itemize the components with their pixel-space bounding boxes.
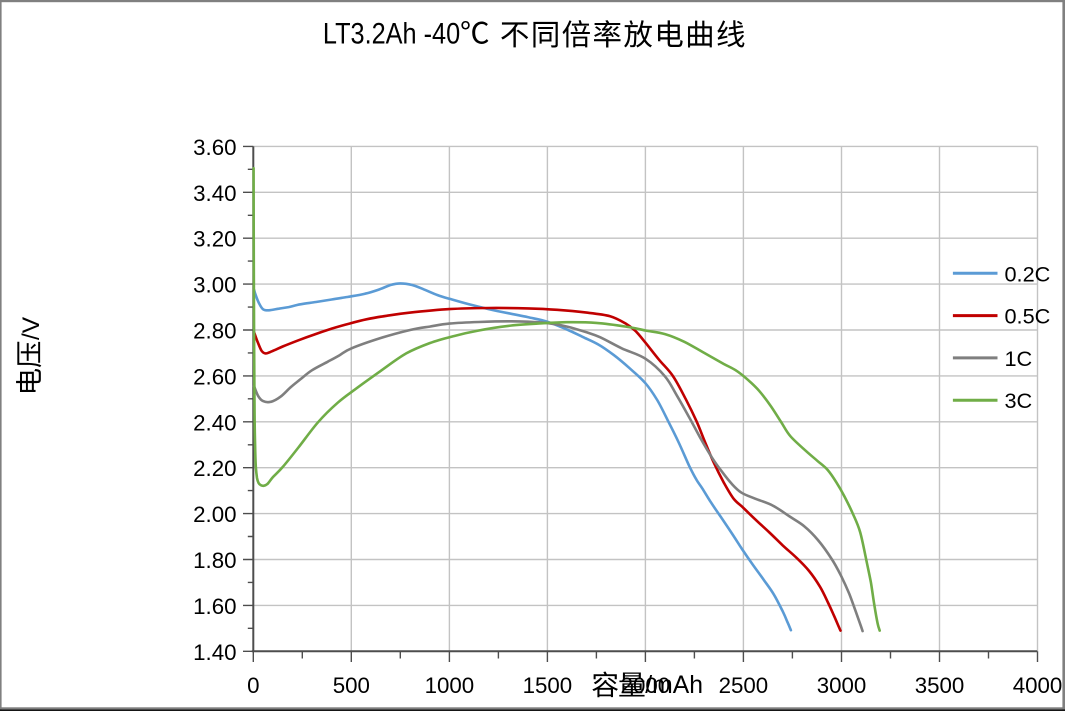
svg-text:/mAh: /mAh xyxy=(645,672,703,699)
svg-text:2000: 2000 xyxy=(621,673,671,698)
svg-text:3.60: 3.60 xyxy=(193,135,236,160)
svg-text:3.00: 3.00 xyxy=(193,273,236,298)
svg-text:1500: 1500 xyxy=(523,673,573,698)
svg-text:2.00: 2.00 xyxy=(193,502,236,527)
svg-text:0: 0 xyxy=(247,673,259,698)
svg-text:1.80: 1.80 xyxy=(193,548,236,573)
svg-text:2.40: 2.40 xyxy=(193,410,236,435)
svg-text:3500: 3500 xyxy=(915,673,965,698)
svg-text:500: 500 xyxy=(333,673,370,698)
svg-text:3000: 3000 xyxy=(817,673,867,698)
svg-text:1.60: 1.60 xyxy=(193,594,236,619)
svg-text:1.40: 1.40 xyxy=(193,640,236,665)
svg-text:4000: 4000 xyxy=(1013,673,1063,698)
svg-text:2.80: 2.80 xyxy=(193,319,236,344)
svg-text:2.60: 2.60 xyxy=(193,364,236,389)
svg-text:1C: 1C xyxy=(1005,346,1033,371)
svg-text:0.5C: 0.5C xyxy=(1005,304,1051,329)
svg-text:LT3.2Ah -40: LT3.2Ah -40 xyxy=(323,18,460,51)
svg-text:0.2C: 0.2C xyxy=(1005,261,1051,286)
svg-text:2.20: 2.20 xyxy=(193,456,236,481)
svg-text:3.20: 3.20 xyxy=(193,227,236,252)
svg-text:/V: /V xyxy=(18,316,45,340)
svg-text:3C: 3C xyxy=(1005,388,1033,413)
svg-text:2500: 2500 xyxy=(719,673,769,698)
svg-text:3.40: 3.40 xyxy=(193,181,236,206)
svg-text:1000: 1000 xyxy=(425,673,475,698)
